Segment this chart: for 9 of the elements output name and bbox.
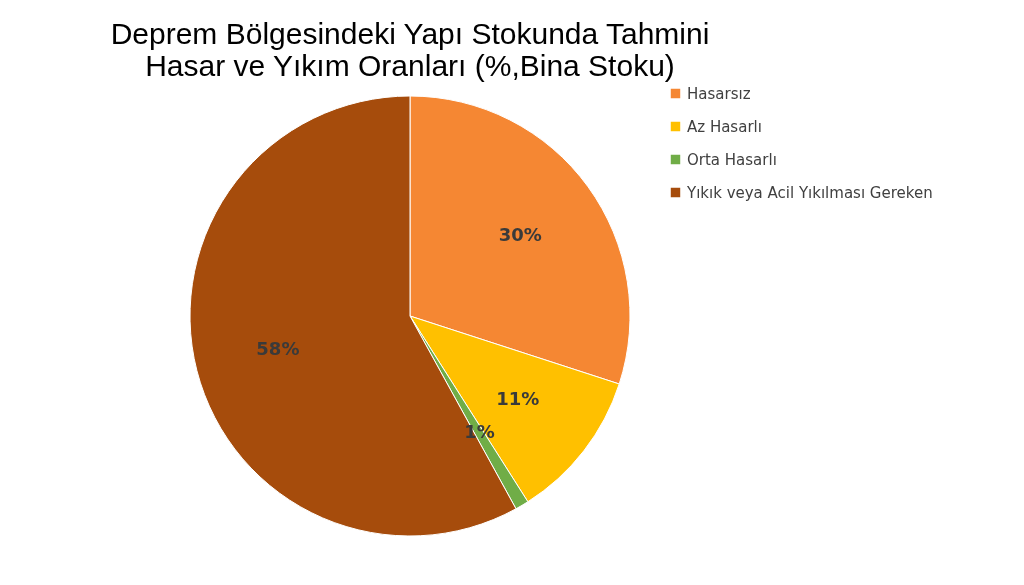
data-label: 58% [256,337,300,359]
data-label: 11% [496,387,540,409]
legend-label: Orta Hasarlı [687,150,777,169]
legend-label: Yıkık veya Acil Yıkılması Gereken [686,183,933,202]
chart-title: Deprem Bölgesindeki Yapı Stokunda Tahmini Hasar ve Yıkım Oranları (%,Bina Stoku) [110,17,710,82]
data-label: 30% [498,223,542,245]
data-label: 1% [464,421,495,443]
legend-label: Hasarsız [687,84,751,103]
legend-label: Az Hasarlı [687,117,762,136]
